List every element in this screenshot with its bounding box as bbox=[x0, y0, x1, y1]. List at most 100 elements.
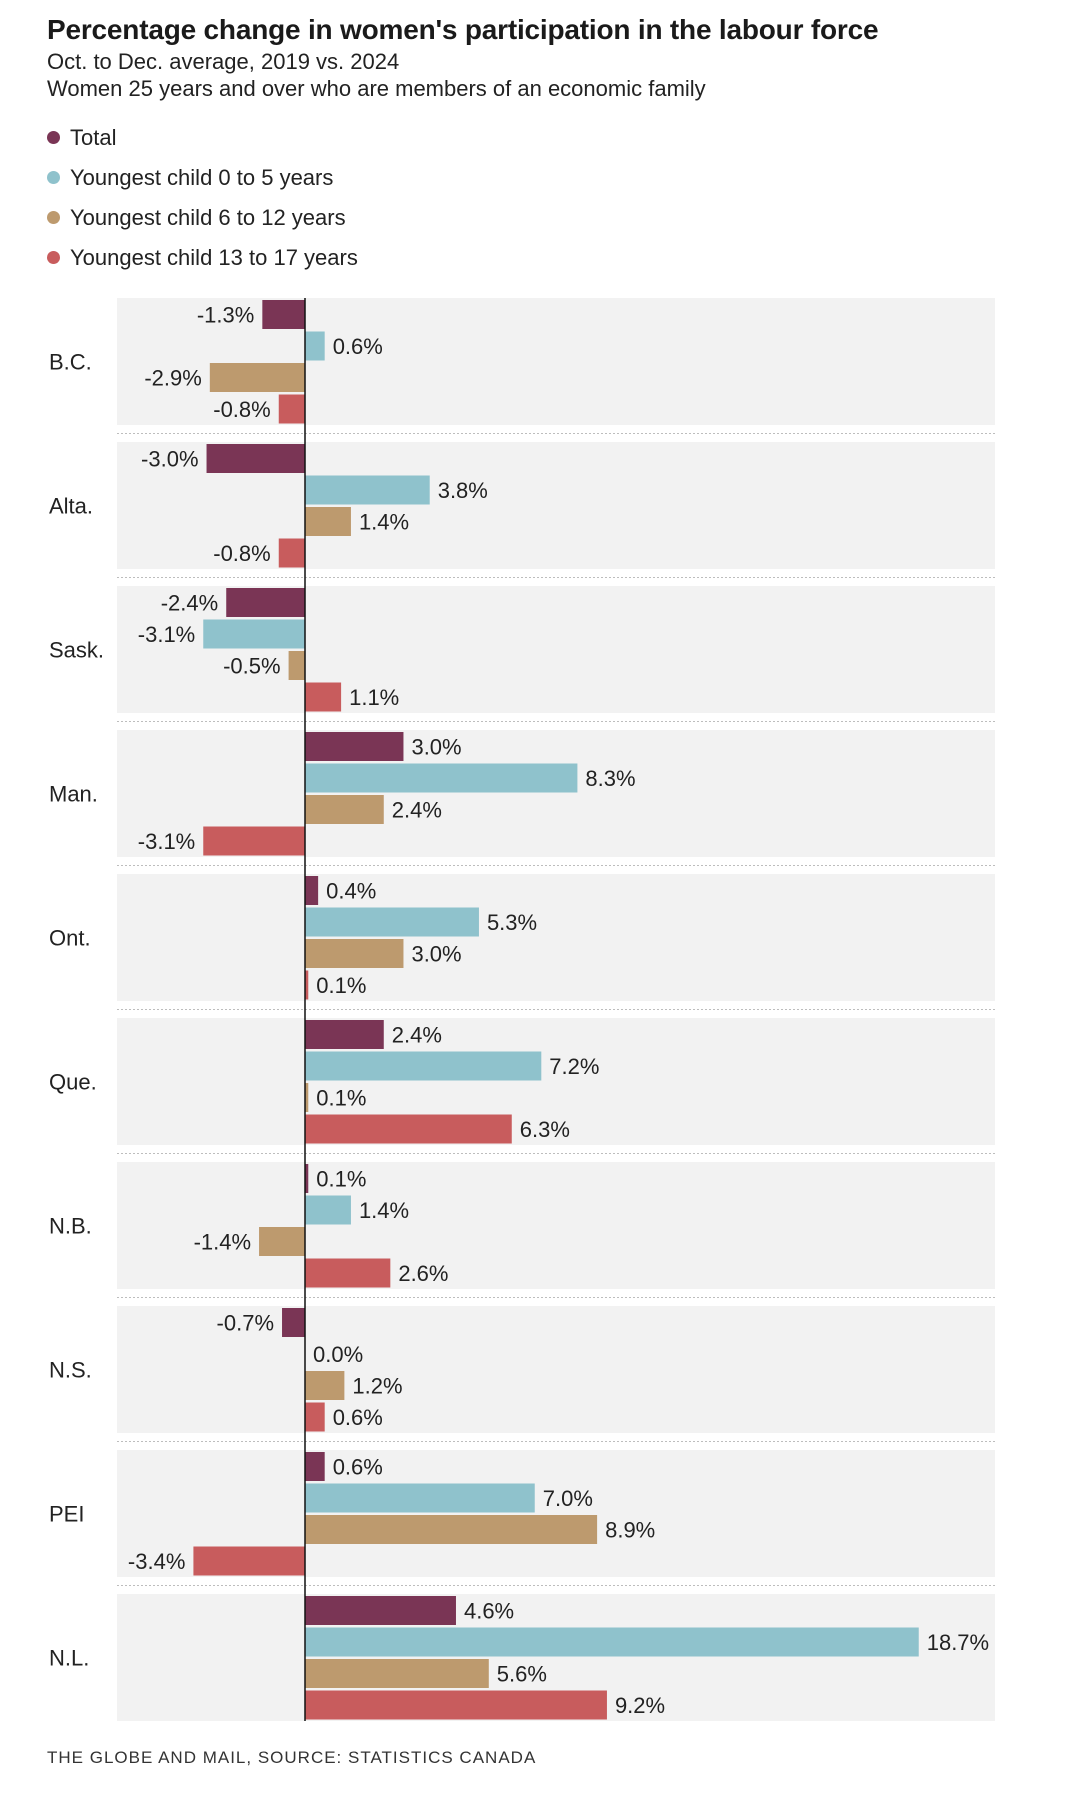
value-label-n-b-youngest-child-13-to-17-years: 2.6% bbox=[398, 1261, 448, 1286]
bar-n-b-youngest-child-0-to-5-years bbox=[305, 1195, 351, 1225]
bar-sask-total bbox=[226, 588, 305, 617]
bar-n-l-total bbox=[305, 1596, 456, 1625]
panel-n-b bbox=[117, 1162, 995, 1289]
bar-man-youngest-child-0-to-5-years bbox=[305, 763, 578, 793]
value-label-n-s-youngest-child-13-to-17-years: 0.6% bbox=[333, 1405, 383, 1430]
value-label-man-youngest-child-0-to-5-years: 8.3% bbox=[585, 766, 635, 791]
value-label-b-c-youngest-child-0-to-5-years: 0.6% bbox=[333, 334, 383, 359]
value-label-que-youngest-child-0-to-5-years: 7.2% bbox=[549, 1054, 599, 1079]
chart-title: Percentage change in women's participati… bbox=[47, 14, 879, 45]
legend-label-child-0-5: Youngest child 0 to 5 years bbox=[70, 165, 334, 190]
chart-subtitle-period: Oct. to Dec. average, 2019 vs. 2024 bbox=[47, 49, 400, 74]
bar-pei-youngest-child-6-to-12-years bbox=[305, 1515, 598, 1544]
bar-ont-youngest-child-13-to-17-years bbox=[305, 970, 309, 1000]
value-label-pei-youngest-child-13-to-17-years: -3.4% bbox=[128, 1549, 185, 1574]
bar-n-l-youngest-child-0-to-5-years bbox=[305, 1627, 919, 1657]
bar-n-b-youngest-child-6-to-12-years bbox=[259, 1227, 305, 1256]
value-label-man-youngest-child-13-to-17-years: -3.1% bbox=[138, 829, 195, 854]
chart-subtitle-population: Women 25 years and over who are members … bbox=[47, 76, 706, 101]
legend-swatch-child-0-5 bbox=[47, 170, 60, 184]
bar-b-c-total bbox=[262, 300, 305, 329]
value-label-pei-total: 0.6% bbox=[333, 1455, 383, 1480]
panel-n-s bbox=[117, 1306, 995, 1433]
value-label-b-c-youngest-child-6-to-12-years: -2.9% bbox=[144, 366, 201, 391]
value-label-pei-youngest-child-6-to-12-years: 8.9% bbox=[605, 1518, 655, 1543]
bar-pei-youngest-child-0-to-5-years bbox=[305, 1483, 535, 1513]
source-credit: THE GLOBE AND MAIL, SOURCE: STATISTICS C… bbox=[47, 1748, 537, 1767]
legend-label-child-6-12: Youngest child 6 to 12 years bbox=[70, 205, 346, 230]
category-label-n-l: N.L. bbox=[49, 1646, 89, 1671]
bar-alta-total bbox=[206, 444, 305, 473]
bar-ont-youngest-child-0-to-5-years bbox=[305, 907, 479, 937]
panel-ont bbox=[117, 874, 995, 1001]
value-label-n-l-total: 4.6% bbox=[464, 1599, 514, 1624]
value-label-n-l-youngest-child-13-to-17-years: 9.2% bbox=[615, 1693, 665, 1718]
bar-man-total bbox=[305, 732, 404, 761]
category-label-ont: Ont. bbox=[49, 926, 91, 951]
bar-n-s-total bbox=[282, 1308, 305, 1337]
category-label-b-c: B.C. bbox=[49, 350, 92, 375]
legend-item-child-13-17: Youngest child 13 to 17 years bbox=[47, 238, 358, 278]
value-label-que-youngest-child-6-to-12-years: 0.1% bbox=[316, 1086, 366, 1111]
bar-pei-youngest-child-13-to-17-years bbox=[193, 1546, 305, 1576]
value-label-n-b-youngest-child-6-to-12-years: -1.4% bbox=[194, 1230, 251, 1255]
category-label-que: Que. bbox=[49, 1070, 97, 1095]
bar-n-b-youngest-child-13-to-17-years bbox=[305, 1258, 391, 1288]
bar-alta-youngest-child-6-to-12-years bbox=[305, 507, 351, 536]
legend-swatch-total bbox=[47, 130, 60, 144]
chart-legend: Total Youngest child 0 to 5 years Younge… bbox=[47, 118, 358, 278]
value-label-n-s-youngest-child-6-to-12-years: 1.2% bbox=[352, 1374, 402, 1399]
legend-item-child-6-12: Youngest child 6 to 12 years bbox=[47, 198, 358, 238]
value-label-ont-youngest-child-13-to-17-years: 0.1% bbox=[316, 973, 366, 998]
value-label-ont-youngest-child-6-to-12-years: 3.0% bbox=[411, 942, 461, 967]
value-label-alta-youngest-child-0-to-5-years: 3.8% bbox=[438, 478, 488, 503]
value-label-n-s-youngest-child-0-to-5-years: 0.0% bbox=[313, 1342, 363, 1367]
legend-label-child-13-17: Youngest child 13 to 17 years bbox=[70, 245, 358, 270]
bar-man-youngest-child-13-to-17-years bbox=[203, 826, 305, 856]
value-label-sask-youngest-child-6-to-12-years: -0.5% bbox=[223, 654, 280, 679]
bar-pei-total bbox=[305, 1452, 325, 1481]
bar-sask-youngest-child-0-to-5-years bbox=[203, 619, 305, 649]
value-label-n-s-total: -0.7% bbox=[217, 1311, 274, 1336]
legend-swatch-child-6-12 bbox=[47, 210, 60, 224]
value-label-que-youngest-child-13-to-17-years: 6.3% bbox=[520, 1117, 570, 1142]
bar-n-s-youngest-child-13-to-17-years bbox=[305, 1402, 325, 1432]
category-label-n-b: N.B. bbox=[49, 1214, 92, 1239]
category-label-n-s: N.S. bbox=[49, 1358, 92, 1383]
bar-n-l-youngest-child-6-to-12-years bbox=[305, 1659, 489, 1688]
bar-sask-youngest-child-13-to-17-years bbox=[305, 682, 342, 712]
legend-swatch-child-13-17 bbox=[47, 250, 60, 264]
value-label-ont-total: 0.4% bbox=[326, 879, 376, 904]
value-label-alta-youngest-child-6-to-12-years: 1.4% bbox=[359, 510, 409, 535]
bar-b-c-youngest-child-13-to-17-years bbox=[278, 394, 305, 424]
bar-que-youngest-child-6-to-12-years bbox=[305, 1083, 309, 1112]
legend-label-total: Total bbox=[70, 125, 117, 150]
category-label-sask: Sask. bbox=[49, 638, 104, 663]
value-label-n-l-youngest-child-0-to-5-years: 18.7% bbox=[927, 1630, 989, 1655]
panel-que bbox=[117, 1018, 995, 1145]
value-label-b-c-total: -1.3% bbox=[197, 303, 254, 328]
category-label-alta: Alta. bbox=[49, 494, 93, 519]
bar-sask-youngest-child-6-to-12-years bbox=[288, 651, 305, 680]
bar-b-c-youngest-child-0-to-5-years bbox=[305, 331, 325, 361]
bar-alta-youngest-child-13-to-17-years bbox=[278, 538, 305, 568]
bar-que-youngest-child-0-to-5-years bbox=[305, 1051, 542, 1081]
value-label-pei-youngest-child-0-to-5-years: 7.0% bbox=[543, 1486, 593, 1511]
value-label-n-b-youngest-child-0-to-5-years: 1.4% bbox=[359, 1198, 409, 1223]
bar-que-youngest-child-13-to-17-years bbox=[305, 1114, 512, 1144]
value-label-sask-youngest-child-0-to-5-years: -3.1% bbox=[138, 622, 195, 647]
value-label-alta-total: -3.0% bbox=[141, 447, 198, 472]
value-label-man-youngest-child-6-to-12-years: 2.4% bbox=[392, 798, 442, 823]
bar-n-s-youngest-child-6-to-12-years bbox=[305, 1371, 345, 1400]
value-label-que-total: 2.4% bbox=[392, 1023, 442, 1048]
value-label-sask-total: -2.4% bbox=[161, 591, 218, 616]
category-label-pei: PEI bbox=[49, 1502, 84, 1527]
bar-ont-youngest-child-6-to-12-years bbox=[305, 939, 404, 968]
bar-n-b-total bbox=[305, 1164, 309, 1193]
value-label-n-l-youngest-child-6-to-12-years: 5.6% bbox=[497, 1662, 547, 1687]
bar-b-c-youngest-child-6-to-12-years bbox=[209, 363, 305, 392]
legend-item-total: Total bbox=[47, 118, 358, 158]
bar-ont-total bbox=[305, 876, 319, 905]
bar-man-youngest-child-6-to-12-years bbox=[305, 795, 384, 824]
